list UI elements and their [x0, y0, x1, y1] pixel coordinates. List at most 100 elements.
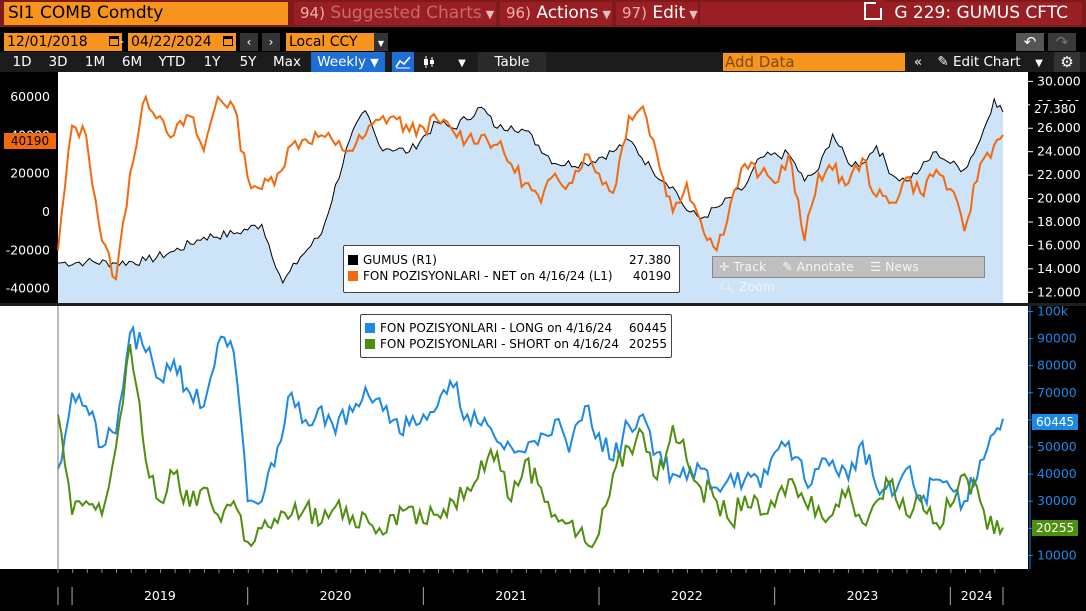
right-axis-tick-label: 24.000: [1037, 144, 1081, 159]
candlestick-icon: [424, 56, 434, 68]
period-ytd-button[interactable]: YTD: [158, 54, 186, 70]
popout-icon[interactable]: [864, 0, 885, 20]
left-axis-tick-label: 20000: [10, 166, 50, 181]
menu-label: Suggested Charts: [330, 3, 482, 23]
gear-icon: ⚙: [1060, 53, 1074, 71]
legend-label: GUMUS (R1): [363, 253, 437, 267]
table-button[interactable]: Table: [478, 52, 546, 72]
gumus-last-value-flag: 27.380: [1030, 101, 1082, 117]
right-axis-tick-label: 16.000: [1037, 237, 1081, 252]
lower-left-margin: [0, 306, 58, 569]
x-axis-year-label: 2024: [961, 588, 993, 603]
legend-value: 20255: [628, 337, 667, 351]
news-tool-button[interactable]: ☰ News: [864, 257, 925, 277]
menu-suggested-charts[interactable]: 94) Suggested Charts ▼: [294, 2, 496, 25]
more-options-button[interactable]: ▼: [1030, 52, 1048, 72]
chevron-down-icon: ▼: [458, 58, 466, 69]
legend-swatch: [348, 271, 358, 281]
legend-value: 60445: [628, 321, 667, 335]
right-axis-tick-label: 80000: [1037, 358, 1077, 373]
next-period-button[interactable]: ›: [262, 33, 280, 51]
right-axis-tick-label: 12.000: [1037, 284, 1081, 299]
annotate-tool-button[interactable]: ✎ Annotate: [776, 257, 860, 277]
chevron-down-icon: ▼: [1035, 58, 1043, 69]
add-data-input[interactable]: Add Data: [723, 53, 905, 71]
frequency-value: Weekly: [317, 54, 366, 70]
line-chart-type-button[interactable]: [392, 52, 414, 72]
start-date-value: 12/01/2018: [7, 34, 88, 50]
end-date-field[interactable]: 04/22/2024: [128, 33, 236, 51]
undo-button[interactable]: ↶: [1016, 33, 1044, 51]
chevron-left-icon: ‹: [246, 35, 252, 49]
currency-select[interactable]: Local CCY: [286, 33, 374, 51]
zoom-label: Zoom: [738, 279, 775, 294]
period-1m-button[interactable]: 1M: [84, 54, 106, 70]
function-title-text: G 229: GUMUS CFTC: [894, 3, 1068, 23]
edit-chart-label: Edit Chart: [953, 54, 1021, 70]
period-5y-button[interactable]: 5Y: [239, 54, 257, 70]
right-axis-tick-label: 100k: [1037, 306, 1069, 318]
pencil-icon: ✎: [782, 259, 793, 274]
panel-divider-handle[interactable]: [0, 303, 1086, 306]
menu-number: 96): [506, 4, 531, 22]
gumus-area-fill: [58, 98, 1003, 304]
menu-label: Actions: [536, 3, 599, 23]
collapse-button[interactable]: «: [907, 52, 929, 72]
left-axis-tick-label: -20000: [6, 242, 50, 257]
annotate-label: Annotate: [796, 259, 854, 274]
calendar-icon[interactable]: [109, 36, 119, 46]
right-axis-tick-label: 10000: [1037, 547, 1077, 562]
legend-label: FON POZISYONLARI - SHORT on 4/16/24: [380, 337, 620, 351]
period-1d-button[interactable]: 1D: [12, 54, 32, 70]
legend-entry-net: FON POZISYONLARI - NET on 4/16/24 (L1) 4…: [344, 268, 679, 284]
right-axis-tick-label: 18.000: [1037, 214, 1081, 229]
currency-dropdown-button[interactable]: ▼: [374, 33, 388, 51]
gumus-price-line: [57, 97, 1004, 285]
security-ticker-field[interactable]: SI1 COMB Comdty: [4, 2, 288, 25]
menu-edit[interactable]: 97) Edit ▼: [616, 2, 698, 25]
calendar-icon[interactable]: [223, 36, 233, 46]
right-axis-tick-label: 14.000: [1037, 261, 1081, 276]
short-positions-line: [57, 343, 1004, 549]
period-6m-button[interactable]: 6M: [121, 54, 143, 70]
menu-label: Edit: [652, 3, 686, 23]
lower-legend[interactable]: FON POZISYONLARI - LONG on 4/16/24 60445…: [360, 314, 672, 358]
redo-button[interactable]: ↷: [1048, 33, 1076, 51]
legend-value: 27.380: [629, 253, 671, 267]
previous-period-button[interactable]: ‹: [240, 33, 258, 51]
right-axis-tick-label: 90000: [1037, 331, 1077, 346]
period-1y-button[interactable]: 1Y: [203, 54, 221, 70]
track-tool-button[interactable]: ✛ Track: [713, 257, 772, 277]
date-separator: -: [119, 34, 125, 50]
settings-button[interactable]: ⚙: [1054, 52, 1080, 72]
period-max-button[interactable]: Max: [273, 54, 301, 70]
net-last-value-flag: 40190: [4, 133, 56, 149]
right-axis-tick-label: 70000: [1037, 385, 1077, 400]
news-label: News: [885, 259, 919, 274]
upper-legend[interactable]: GUMUS (R1) 27.380 FON POZISYONLARI - NET…: [343, 245, 680, 293]
chevron-down-icon: ▼: [485, 8, 495, 21]
line-chart-icon: [395, 56, 411, 69]
legend-swatch: [365, 323, 375, 333]
chevron-down-icon: ▼: [370, 56, 379, 69]
ohlc-chart-type-button[interactable]: [418, 52, 440, 72]
long-last-value-flag: 60445: [1032, 414, 1078, 430]
legend-label: FON POZISYONLARI - NET on 4/16/24 (L1): [363, 269, 613, 283]
redo-icon: ↷: [1055, 33, 1069, 51]
edit-chart-button[interactable]: ✎ Edit Chart: [933, 52, 1025, 72]
zoom-tool-button[interactable]: 🔍︎ Zoom: [713, 277, 781, 297]
legend-value: 40190: [632, 269, 671, 283]
start-date-field[interactable]: 12/01/2018: [4, 33, 122, 51]
x-axis-year-label: 2020: [320, 588, 352, 603]
left-axis-tick-label: -40000: [6, 281, 50, 296]
frequency-select[interactable]: Weekly ▼: [311, 52, 385, 72]
left-axis-tick-label: 0: [42, 204, 50, 219]
legend-entry-gumus: GUMUS (R1) 27.380: [344, 252, 679, 268]
left-axis-tick-label: 60000: [10, 89, 50, 104]
x-axis: 2019 2020 2021 2022 2023 2024: [57, 569, 1004, 605]
menu-number: 97): [622, 4, 647, 22]
menu-actions[interactable]: 96) Actions ▼: [500, 2, 612, 25]
period-3d-button[interactable]: 3D: [48, 54, 68, 70]
legend-label: FON POZISYONLARI - LONG on 4/16/24: [380, 321, 613, 335]
chart-type-dropdown[interactable]: ▼: [452, 52, 472, 72]
